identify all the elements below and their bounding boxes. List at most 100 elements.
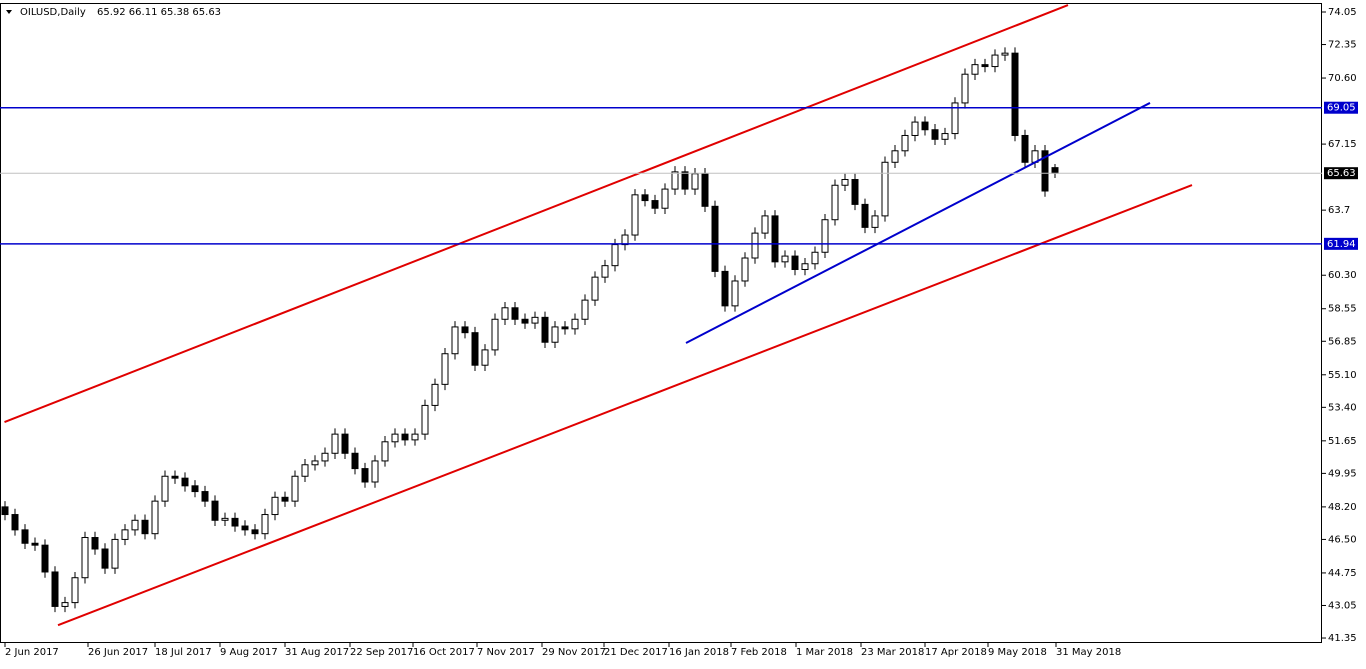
- trend-line: [685, 102, 1151, 344]
- candle-body: [701, 173, 709, 207]
- candle-body: [191, 485, 199, 493]
- y-tick-label: 74.05: [1328, 7, 1357, 18]
- ohlc-text: 65.92 66.11 65.38 65.63: [97, 7, 221, 18]
- candle-body: [111, 538, 119, 569]
- candle-body: [751, 232, 759, 259]
- candle-body: [451, 326, 459, 355]
- candle-body: [641, 194, 649, 202]
- y-tick-label: 43.05: [1328, 600, 1357, 611]
- candle-body: [61, 602, 69, 607]
- x-tick-label: 17 Apr 2018: [925, 647, 987, 658]
- candle-body: [991, 54, 999, 68]
- y-tick-label: 48.20: [1328, 502, 1357, 513]
- candle-body: [911, 121, 919, 136]
- price-label-box: [1324, 237, 1358, 250]
- candle-body: [781, 255, 789, 263]
- candle-body: [411, 433, 419, 441]
- x-tick-label: 7 Feb 2018: [731, 647, 787, 658]
- y-tick-label: 72.35: [1328, 40, 1357, 51]
- candle-body: [361, 468, 369, 483]
- candle-body: [951, 102, 959, 135]
- candle-body: [651, 200, 659, 209]
- y-tick-label: 63.7: [1328, 205, 1350, 216]
- candle-body: [331, 433, 339, 454]
- candle-body: [851, 179, 859, 205]
- candle-body: [201, 491, 209, 502]
- x-tick-label: 22 Sep 2017: [350, 647, 413, 658]
- candle-body: [661, 188, 669, 209]
- candle-body: [11, 514, 19, 531]
- candle-body: [1021, 134, 1029, 163]
- candle-body: [1001, 52, 1009, 56]
- candle-body: [601, 265, 609, 278]
- candle-body: [771, 215, 779, 263]
- candle-body: [161, 475, 169, 502]
- candle-body: [841, 179, 849, 186]
- candle-body: [221, 517, 229, 521]
- candle-body: [321, 452, 329, 462]
- candle-body: [861, 203, 869, 228]
- x-tick-label: 26 Jun 2017: [88, 647, 148, 658]
- candle-body: [251, 529, 259, 535]
- candle-body: [171, 475, 179, 479]
- y-tick-label: 53.40: [1328, 402, 1357, 413]
- candle-body: [461, 326, 469, 334]
- candle-body: [31, 542, 39, 546]
- y-tick-label: 60.30: [1328, 270, 1357, 281]
- price-label: 69.05: [1327, 103, 1356, 114]
- candle-body: [631, 194, 639, 236]
- candle-body: [521, 318, 529, 324]
- x-tick-label: 18 Jul 2017: [155, 647, 212, 658]
- trend-line: [4, 4, 1069, 424]
- candle-body: [1051, 167, 1059, 174]
- candle-body: [281, 496, 289, 502]
- y-tick-label: 56.85: [1328, 336, 1357, 347]
- chart-title: OILUSD,Daily: [20, 7, 86, 18]
- candle-body: [741, 257, 749, 282]
- candle-body: [921, 121, 929, 131]
- x-tick-label: 9 May 2018: [988, 647, 1047, 658]
- candle-body: [131, 519, 139, 531]
- candle-body: [801, 263, 809, 270]
- candle-body: [121, 529, 129, 540]
- y-tick-label: 49.95: [1328, 468, 1357, 479]
- candle-body: [311, 460, 319, 466]
- x-tick-label: 2 Jun 2017: [5, 647, 59, 658]
- candle-body: [301, 464, 309, 477]
- candle-body: [691, 173, 699, 190]
- x-tick-label: 1 Mar 2018: [796, 647, 853, 658]
- candle-body: [621, 234, 629, 246]
- x-tick-label: 31 Aug 2017: [285, 647, 349, 658]
- candle-body: [91, 537, 99, 550]
- y-tick-label: 58.55: [1328, 304, 1357, 315]
- candle-body: [431, 383, 439, 406]
- x-tick-label: 16 Oct 2017: [413, 647, 475, 658]
- price-label-box: [1324, 101, 1358, 114]
- candle-body: [1011, 52, 1019, 136]
- price-label: 65.63: [1327, 168, 1356, 179]
- candle-body: [291, 475, 299, 502]
- candle-body: [711, 205, 719, 272]
- candle-body: [231, 517, 239, 527]
- candle-body: [491, 318, 499, 351]
- candle-body: [241, 525, 249, 531]
- candle-body: [901, 134, 909, 152]
- x-tick-label: 16 Jan 2018: [669, 647, 729, 658]
- candle-body: [151, 500, 159, 535]
- candle-body: [531, 316, 539, 324]
- x-tick-label: 29 Nov 2017: [542, 647, 606, 658]
- price-label: 61.94: [1327, 239, 1356, 250]
- candle-body: [821, 219, 829, 253]
- y-tick-label: 46.50: [1328, 534, 1357, 545]
- candle-body: [811, 251, 819, 265]
- candle-body: [971, 64, 979, 75]
- candle-body: [681, 171, 689, 190]
- candle-body: [671, 171, 679, 190]
- candle-body: [51, 571, 59, 607]
- price-label-box: [1324, 167, 1358, 180]
- x-tick-label: 31 May 2018: [1056, 647, 1121, 658]
- candle-body: [141, 519, 149, 535]
- candle-body: [41, 544, 49, 573]
- y-tick-label: 41.35: [1328, 633, 1357, 644]
- candle-body: [881, 161, 889, 217]
